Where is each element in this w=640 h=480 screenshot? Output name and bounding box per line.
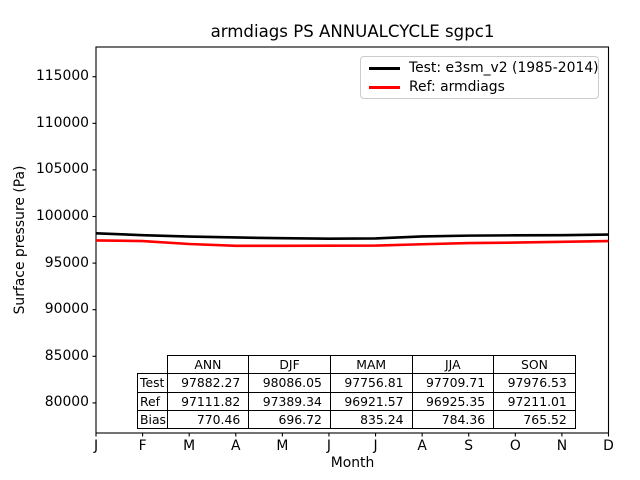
x-tick-label: J: [93, 438, 99, 454]
table-row-label: Ref: [137, 391, 168, 411]
y-tick-label: 105000: [35, 161, 89, 178]
table-cell: 765.52: [493, 409, 576, 430]
table-cell: 97976.53: [493, 373, 576, 393]
chart-title: armdiags PS ANNUALCYCLE sgpc1: [210, 22, 495, 41]
x-tick-label: J: [326, 438, 331, 454]
y-axis-label: Surface pressure (Pa): [12, 165, 28, 315]
legend-entry-ref: Ref: armdiags: [361, 79, 598, 95]
test-line-swatch: [369, 66, 400, 70]
x-tick-label: M: [183, 438, 196, 454]
x-tick-label: S: [464, 438, 474, 454]
table-row-label: Test: [137, 373, 168, 393]
x-tick-label: A: [417, 438, 427, 454]
table-cell: 97709.71: [411, 373, 495, 393]
x-tick-label: J: [373, 438, 378, 454]
table-cell: 770.46: [166, 409, 250, 430]
table-cell: 835.24: [329, 409, 413, 430]
x-tick-label: M: [276, 438, 289, 454]
y-tick-label: 110000: [35, 114, 89, 131]
legend-entry-test: Test: e3sm_v2 (1985-2014): [361, 60, 599, 76]
y-tick-label: 95000: [44, 254, 89, 271]
plot-frame: [95, 46, 610, 434]
x-axis-label: Month: [330, 455, 375, 471]
table-cell: 97389.34: [248, 391, 331, 411]
y-tick-label: 80000: [44, 394, 89, 411]
table-row-label: Bias: [137, 409, 168, 430]
table-cell: 97111.82: [166, 391, 250, 411]
table-header-cell: DJF: [248, 355, 331, 375]
legend-label-ref: Ref: armdiags: [409, 79, 505, 95]
table-cell: 696.72: [248, 409, 331, 430]
y-tick-label: 90000: [44, 301, 89, 318]
x-tick-label: O: [509, 438, 521, 454]
ref-line: [95, 239, 609, 248]
ref-line-swatch: [369, 85, 400, 89]
table-cell: 98086.05: [248, 373, 331, 393]
table-cell: 96925.35: [411, 391, 495, 411]
x-tick-label: D: [603, 438, 614, 454]
test-line: [95, 231, 609, 240]
table-header-cell: ANN: [166, 355, 250, 375]
x-tick-label: N: [556, 438, 568, 454]
stats-table: ANN DJF MAM JJA SON Test 97882.27 98086.05 97756…: [137, 355, 579, 432]
legend: Test: e3sm_v2 (1985-2014) Ref: armdiags: [360, 56, 599, 99]
y-tick-label: 115000: [35, 68, 89, 85]
table-cell: 96921.57: [329, 391, 413, 411]
table-cell: 97882.27: [166, 373, 250, 393]
x-tick-label: A: [231, 438, 241, 454]
table-header-cell: MAM: [329, 355, 413, 375]
legend-label-test: Test: e3sm_v2 (1985-2014): [409, 60, 599, 76]
table-cell: 97756.81: [329, 373, 413, 393]
table-header-cell: SON: [493, 355, 576, 375]
table-header-cell: JJA: [411, 355, 495, 375]
table-cell: 97211.01: [493, 391, 576, 411]
y-tick-label: 85000: [44, 347, 89, 364]
x-tick-label: F: [138, 438, 147, 454]
y-tick-label: 100000: [35, 208, 89, 225]
table-cell: 784.36: [411, 409, 495, 430]
